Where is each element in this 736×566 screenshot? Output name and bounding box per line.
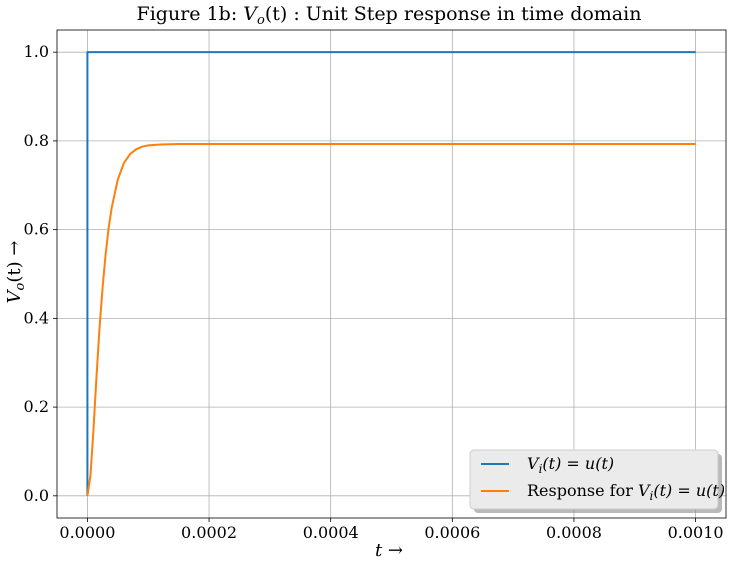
- legend-1-sub: i: [650, 489, 654, 503]
- ylabel-var: V: [4, 288, 25, 303]
- ylabel-arrow: →: [4, 241, 25, 262]
- x-tick-label: 0.0004: [303, 523, 359, 542]
- y-tick-label: 0.0: [24, 486, 49, 505]
- legend: Vi(t) = u(t) Response for Vi(t) = u(t): [469, 449, 725, 513]
- y-tick-label: 0.2: [24, 397, 49, 416]
- legend-0-rest: (t) = u(t): [542, 454, 614, 473]
- axis-ticks: 0.0000 0.0002 0.0004 0.0006 0.0008 0.0010 0.0 0…: [24, 42, 724, 542]
- x-tick-label: 0.0006: [424, 523, 480, 542]
- title-var: V: [243, 3, 259, 25]
- legend-1-rest: (t) = u(t): [653, 481, 725, 500]
- y-tick-label: 0.4: [24, 308, 49, 327]
- x-tick-label: 0.0010: [668, 523, 724, 542]
- series-line-vi: [86, 51, 696, 496]
- title-arg: (t): [265, 3, 287, 25]
- xlabel-arrow: →: [382, 540, 403, 561]
- x-tick-label: 0.0000: [59, 523, 115, 542]
- y-tick-label: 1.0: [24, 42, 49, 61]
- title-prefix: Figure 1b:: [137, 3, 244, 25]
- title-sub: o: [257, 13, 265, 28]
- legend-1-prefix: Response for: [527, 481, 638, 500]
- x-tick-label: 0.0008: [546, 523, 602, 542]
- y-tick-label: 0.6: [24, 220, 49, 239]
- ylabel-sub: o: [13, 282, 28, 290]
- legend-0-sub: i: [539, 462, 543, 476]
- legend-1-var: V: [638, 481, 651, 500]
- y-axis-label: Vo(t) →: [4, 241, 28, 304]
- legend-box: [469, 449, 719, 510]
- y-tick-label: 0.8: [24, 131, 49, 150]
- grid: [57, 30, 726, 518]
- series-lines: [86, 51, 696, 496]
- ylabel-arg: (t): [4, 261, 25, 282]
- xlabel-var: t: [375, 540, 383, 561]
- title-suffix: : Unit Step response in time domain: [287, 3, 641, 25]
- axes-frame: [56, 29, 727, 519]
- series-line-response: [86, 143, 696, 496]
- x-tick-label: 0.0002: [181, 523, 237, 542]
- legend-label-response: Response for Vi(t) = u(t): [527, 481, 725, 503]
- x-axis-label: t →: [375, 540, 403, 561]
- legend-0-var: V: [527, 454, 540, 473]
- chart-title: Figure 1b: Vo(t) : Unit Step response in…: [137, 3, 642, 28]
- legend-label-vi: Vi(t) = u(t): [527, 454, 614, 476]
